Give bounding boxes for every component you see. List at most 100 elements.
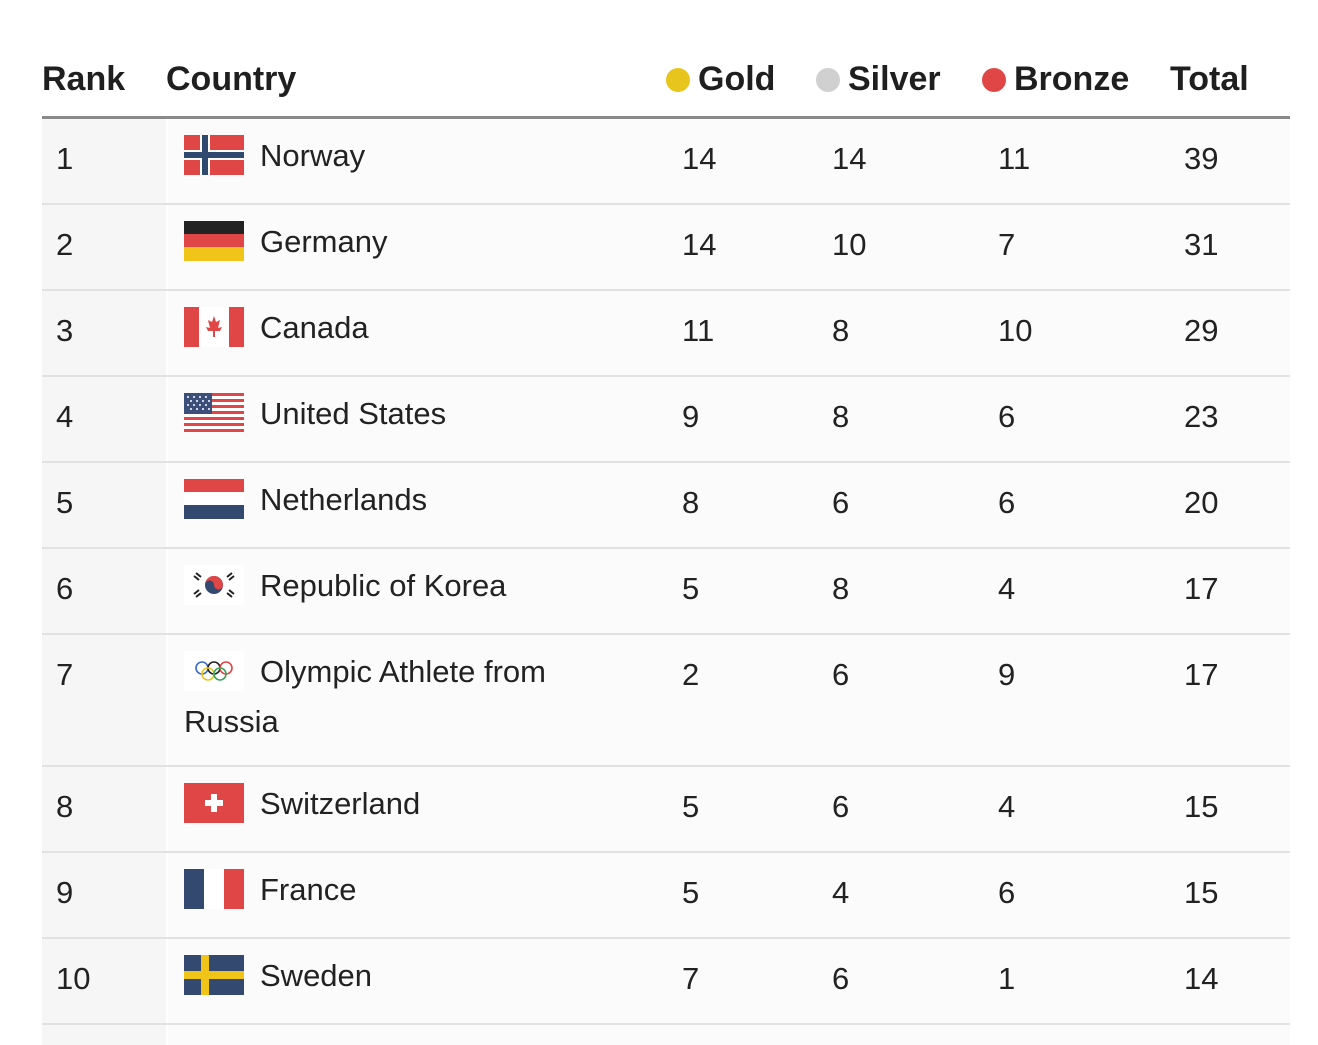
country-name[interactable]: Canada — [260, 310, 369, 345]
silver-count: 14 — [832, 141, 867, 176]
total-count: 17 — [1184, 657, 1219, 692]
bronze-count: 11 — [998, 141, 1031, 176]
bronze-count: 6 — [998, 875, 1016, 910]
country-name[interactable]: United States — [260, 396, 447, 431]
gold-count: 5 — [682, 789, 700, 824]
usa-flag-icon — [184, 392, 244, 433]
gold-count: 14 — [682, 227, 717, 262]
country-name[interactable]: Republic of Korea — [260, 568, 507, 603]
silver-count: 6 — [832, 789, 850, 824]
table-row[interactable]: 8 Switzerland 5 6 4 15 — [42, 767, 1290, 853]
rank-cell: 10 — [56, 961, 91, 996]
bronze-column-header[interactable]: Bronze — [982, 60, 1129, 99]
silver-count: 8 — [832, 313, 850, 348]
total-count: 39 — [1184, 141, 1219, 176]
medal-table: Rank Country Gold Silver Bronze Total 1 … — [42, 0, 1290, 1045]
bronze-medal-icon — [982, 67, 1006, 92]
gold-count: 5 — [682, 875, 700, 910]
bronze-count: 9 — [998, 657, 1016, 692]
gold-medal-icon — [666, 67, 690, 92]
bronze-count: 10 — [998, 313, 1033, 348]
country-name[interactable]: Germany — [260, 224, 388, 259]
gold-count: 14 — [682, 141, 717, 176]
gold-count: 9 — [682, 399, 700, 434]
sweden-flag-icon — [184, 954, 244, 995]
rank-cell: 3 — [56, 313, 74, 348]
country-cell: Germany — [184, 217, 584, 267]
country-cell: Olympic Athlete from Russia — [184, 647, 584, 747]
table-row[interactable]: 7 Olympic Athlete from Russia 2 6 9 17 — [42, 635, 1290, 767]
bronze-header-label: Bronze — [1014, 60, 1130, 98]
total-column-header[interactable]: Total — [1170, 60, 1249, 98]
total-count: 14 — [1184, 961, 1219, 996]
total-count: 20 — [1184, 485, 1219, 520]
netherlands-flag-icon — [184, 478, 244, 519]
silver-header-label: Silver — [848, 60, 941, 98]
olympic-rings-icon — [184, 650, 244, 691]
canada-flag-icon — [184, 306, 244, 347]
rank-cell: 1 — [56, 141, 74, 176]
silver-count: 6 — [832, 657, 850, 692]
rank-cell: 5 — [56, 485, 74, 520]
bronze-count: 7 — [998, 227, 1016, 262]
country-cell: Netherlands — [184, 475, 584, 525]
total-count: 17 — [1184, 571, 1219, 606]
gold-count: 11 — [682, 313, 715, 348]
silver-count: 8 — [832, 571, 850, 606]
country-cell: Sweden — [184, 951, 584, 1001]
table-row[interactable]: 4 United States 9 8 6 — [42, 377, 1290, 463]
silver-count: 4 — [832, 875, 850, 910]
country-name[interactable]: Netherlands — [260, 482, 428, 517]
gold-count: 7 — [682, 961, 700, 996]
table-row[interactable]: 6 Republic of Korea 5 8 4 17 — [42, 549, 1290, 635]
table-row[interactable]: 2 Germany 14 10 7 31 — [42, 205, 1290, 291]
country-name[interactable]: Switzerland — [260, 786, 421, 821]
rank-cell: 7 — [56, 657, 74, 692]
rank-cell: 6 — [56, 571, 74, 606]
gold-header-label: Gold — [698, 60, 776, 98]
total-count: 29 — [1184, 313, 1219, 348]
rank-cell: 4 — [56, 399, 74, 434]
total-count: 15 — [1184, 789, 1219, 824]
bronze-count: 6 — [998, 485, 1016, 520]
country-name[interactable]: Olympic Athlete from Russia — [184, 654, 546, 739]
table-row[interactable]: 5 Netherlands 8 6 6 20 — [42, 463, 1290, 549]
silver-count: 6 — [832, 485, 850, 520]
table-row[interactable]: 9 France 5 4 6 15 — [42, 853, 1290, 939]
silver-count: 6 — [832, 961, 850, 996]
silver-count: 8 — [832, 399, 850, 434]
total-count: 31 — [1184, 227, 1219, 262]
country-cell: United States — [184, 389, 584, 439]
total-count: 23 — [1184, 399, 1219, 434]
france-flag-icon — [184, 868, 244, 909]
country-name[interactable]: Sweden — [260, 958, 373, 993]
rank-cell: 9 — [56, 875, 74, 910]
country-cell: France — [184, 865, 584, 915]
country-name[interactable]: France — [260, 872, 357, 907]
bronze-count: 1 — [998, 961, 1016, 996]
bronze-count: 4 — [998, 571, 1016, 606]
country-cell: Norway — [184, 131, 584, 181]
table-row[interactable]: 10 Sweden 7 6 1 14 — [42, 939, 1290, 1025]
table-row[interactable]: 1 Norway 14 14 11 39 — [42, 119, 1290, 205]
silver-count: 10 — [832, 227, 867, 262]
gold-count: 2 — [682, 657, 700, 692]
gold-column-header[interactable]: Gold — [666, 60, 775, 99]
silver-medal-icon — [816, 67, 840, 92]
country-name[interactable]: Norway — [260, 138, 366, 173]
country-column-header[interactable]: Country — [166, 60, 297, 98]
rank-column-header[interactable]: Rank — [42, 60, 126, 98]
country-cell: Republic of Korea — [184, 561, 584, 611]
germany-flag-icon — [184, 220, 244, 261]
rank-cell: 8 — [56, 789, 74, 824]
switzerland-flag-icon — [184, 782, 244, 823]
gold-count: 8 — [682, 485, 700, 520]
gold-count: 5 — [682, 571, 700, 606]
total-count: 15 — [1184, 875, 1219, 910]
silver-column-header[interactable]: Silver — [816, 60, 941, 99]
table-row[interactable]: 3 Canada 11 8 10 29 — [42, 291, 1290, 377]
table-header: Rank Country Gold Silver Bronze Total — [42, 0, 1290, 119]
rank-cell: 2 — [56, 227, 74, 262]
korea-flag-icon — [184, 564, 244, 605]
country-cell: Canada — [184, 303, 584, 353]
